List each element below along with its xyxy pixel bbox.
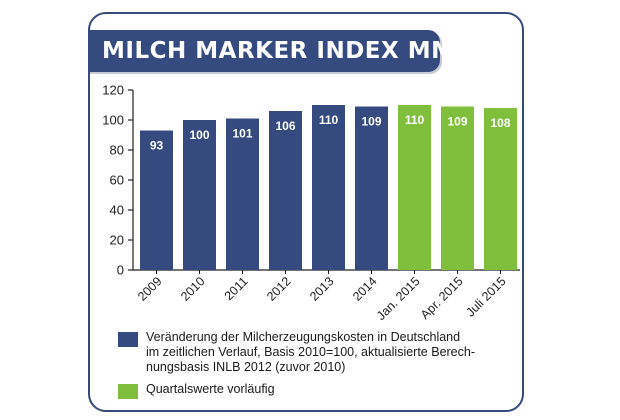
bar-value-label: 93 xyxy=(150,139,164,153)
bar-value-label: 108 xyxy=(490,116,510,130)
bar-value-label: 100 xyxy=(189,128,209,142)
x-tick-label: 2011 xyxy=(222,274,251,303)
bar-value-label: 109 xyxy=(447,115,467,129)
y-tick-label: 100 xyxy=(102,113,124,128)
bar xyxy=(484,108,517,270)
bar-value-label: 110 xyxy=(319,113,339,127)
y-tick-label: 80 xyxy=(110,143,124,158)
x-tick-label: Jan. 2015 xyxy=(374,274,423,323)
bar-value-label: 110 xyxy=(405,113,425,127)
bar xyxy=(183,120,216,270)
bar xyxy=(398,105,431,270)
bar-value-label: 106 xyxy=(275,119,295,133)
x-tick-label: 2012 xyxy=(264,274,294,304)
title-banner: MILCH MARKER INDEX MMI xyxy=(88,30,463,72)
legend-label-primary: Veränderung der Milcherzeugungskosten in… xyxy=(146,330,475,374)
y-tick-label: 40 xyxy=(110,203,124,218)
legend-swatch-secondary xyxy=(118,384,138,399)
x-tick-label: 2013 xyxy=(307,274,337,304)
x-tick-label: 2009 xyxy=(135,274,165,304)
bar xyxy=(269,111,302,270)
bar xyxy=(140,130,173,270)
legend-swatch-primary xyxy=(118,332,138,347)
x-tick-label: Apr. 2015 xyxy=(418,274,466,322)
x-tick-label: Juli 2015 xyxy=(463,274,508,319)
bar xyxy=(312,105,345,270)
bar xyxy=(226,118,259,270)
bar-value-label: 101 xyxy=(232,127,252,141)
legend-label-secondary: Quartalswerte vorläufig xyxy=(146,382,275,396)
y-tick-label: 0 xyxy=(117,263,124,278)
bar xyxy=(441,106,474,270)
y-tick-label: 120 xyxy=(102,83,124,98)
x-tick-label: 2010 xyxy=(178,274,208,304)
bar-value-label: 109 xyxy=(361,115,381,129)
chart-title: MILCH MARKER INDEX MMI xyxy=(102,38,464,64)
y-tick-label: 60 xyxy=(110,173,124,188)
bar xyxy=(355,106,388,270)
y-tick-label: 20 xyxy=(110,233,124,248)
x-tick-label: 2014 xyxy=(350,274,380,304)
